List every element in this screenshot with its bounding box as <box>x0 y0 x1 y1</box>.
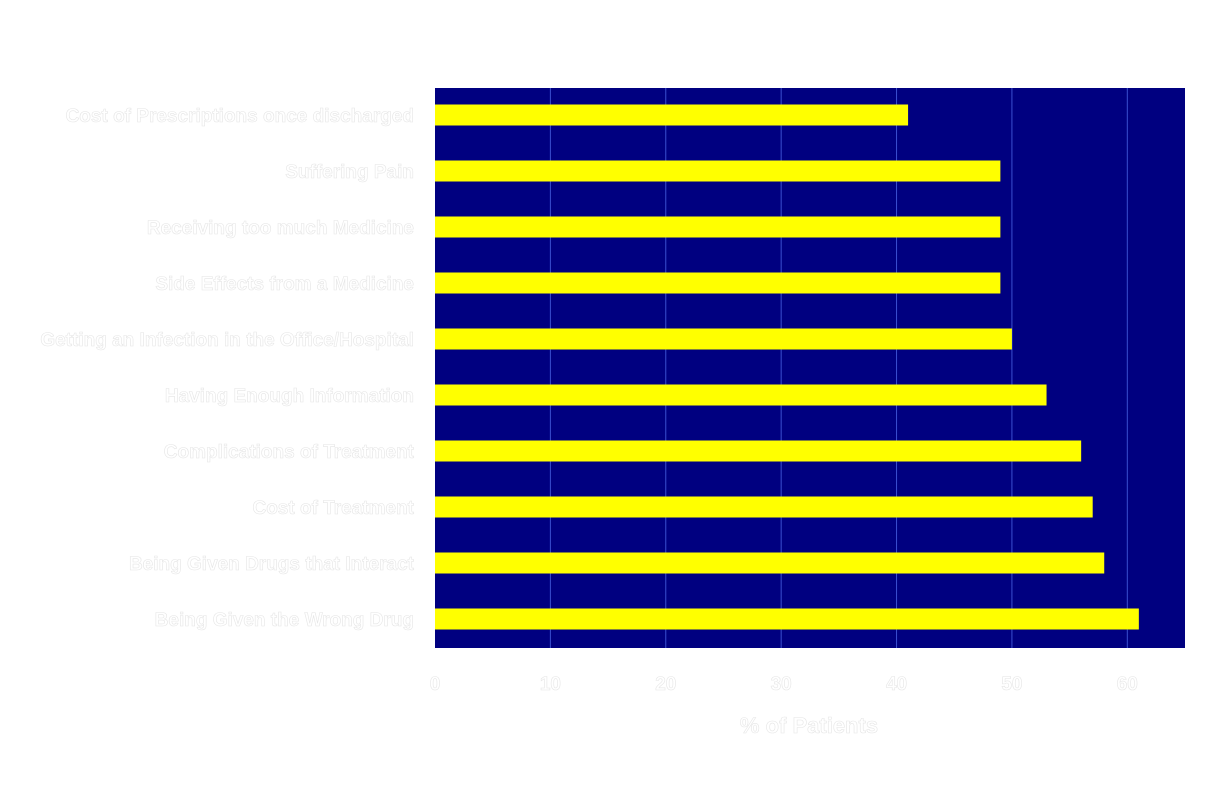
x-tick-label: 10 <box>540 674 561 695</box>
x-tick-label: 20 <box>655 674 676 695</box>
bars <box>435 104 1139 630</box>
bar <box>435 552 1105 574</box>
bar <box>435 216 1001 238</box>
bar <box>435 440 1082 462</box>
bar <box>435 608 1139 630</box>
category-label: Side Effects from a Medicine <box>155 274 414 295</box>
category-label: Cost of Prescriptions once discharged <box>66 106 414 127</box>
category-label: Complications of Treatment <box>164 442 415 463</box>
x-axis-title: % of Patients <box>740 713 878 738</box>
category-label: Being Given the Wrong Drug <box>155 610 414 631</box>
bar <box>435 328 1012 350</box>
x-tick-label: 60 <box>1117 674 1138 695</box>
bar <box>435 104 909 126</box>
bar <box>435 272 1001 294</box>
category-label: Receiving too much Medicine <box>147 218 414 239</box>
category-label: Being Given Drugs that Interact <box>129 554 415 575</box>
category-label: Having Enough Information <box>165 386 414 407</box>
category-label: Cost of Treatment <box>252 498 414 519</box>
bar <box>435 384 1047 406</box>
x-tick-label: 50 <box>1001 674 1022 695</box>
x-tick-label: 40 <box>886 674 907 695</box>
bar <box>435 160 1001 182</box>
category-label: Suffering Pain <box>285 162 414 183</box>
bar <box>435 496 1093 518</box>
x-tick-label: 30 <box>771 674 792 695</box>
category-label: Getting an Infection in the Office/Hospi… <box>40 330 414 351</box>
x-tick-label: 0 <box>430 674 441 695</box>
category-labels: Cost of Prescriptions once discharged Suf… <box>40 106 415 632</box>
x-tick-labels: 0 10 20 30 40 50 60 <box>429 674 1138 696</box>
